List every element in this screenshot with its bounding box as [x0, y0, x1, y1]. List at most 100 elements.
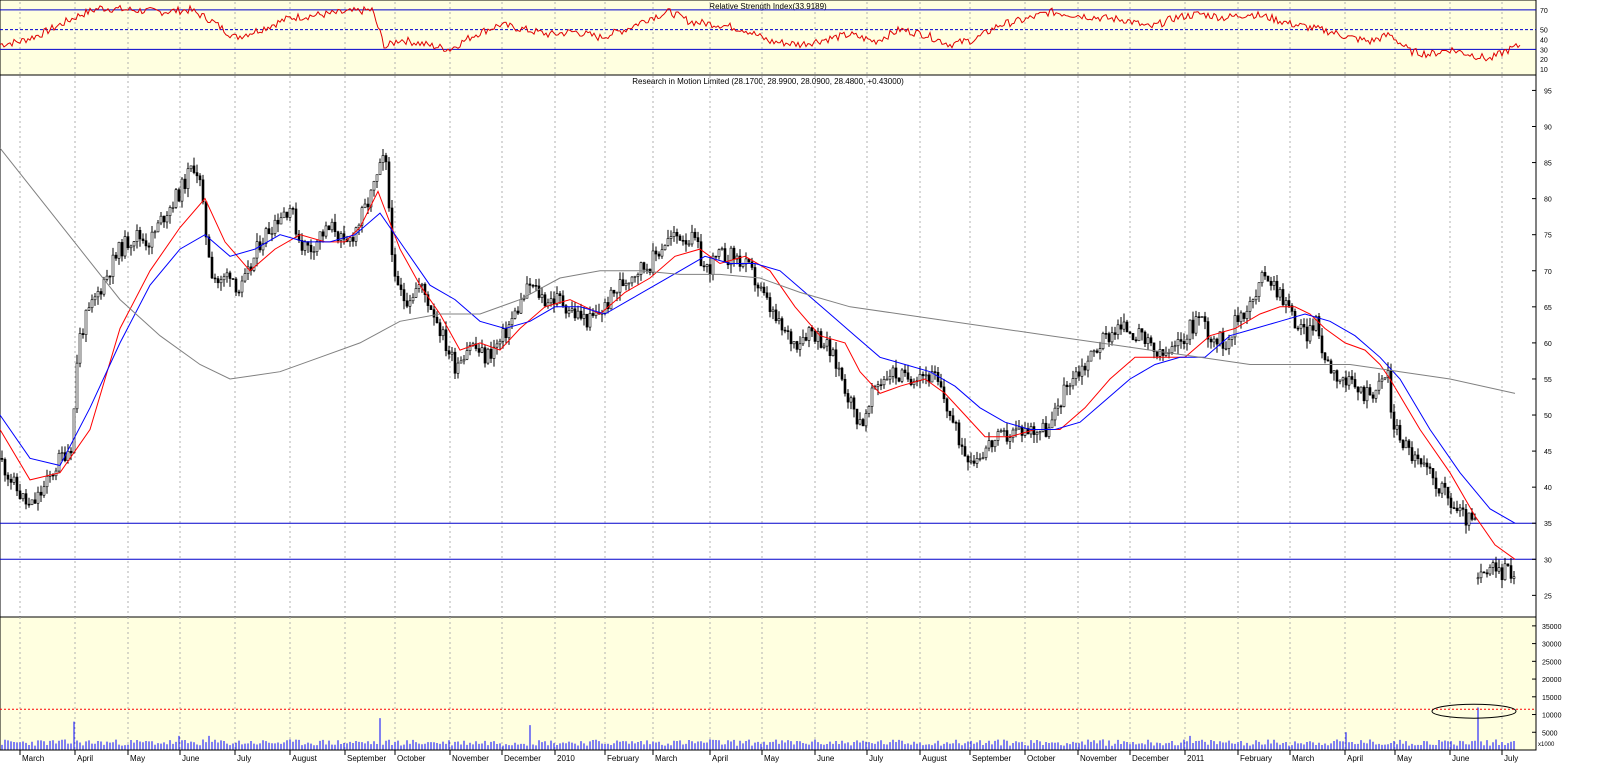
- candle-body: [972, 460, 976, 464]
- candle-body: [1191, 319, 1195, 334]
- candle-body: [948, 410, 952, 417]
- candle-body: [1500, 567, 1504, 581]
- candle-body: [282, 211, 286, 219]
- rsi-tick-label: 70: [1540, 8, 1548, 15]
- candle-body: [450, 351, 454, 355]
- candle-body: [663, 245, 667, 251]
- candle-body: [396, 276, 400, 286]
- x-axis: March April May June July August September Octo…: [19, 750, 1518, 763]
- candle-body: [1428, 466, 1432, 469]
- candle-body: [657, 253, 661, 257]
- candle-body: [939, 381, 943, 388]
- candle-body: [1245, 310, 1249, 319]
- candle-body: [822, 345, 826, 348]
- candle-body: [519, 299, 523, 314]
- candle-body: [1467, 512, 1471, 526]
- candle-body: [933, 371, 937, 373]
- candle-body: [1299, 324, 1303, 329]
- candle-body: [423, 283, 427, 295]
- candle-body: [945, 398, 949, 412]
- candle-body: [1098, 348, 1102, 353]
- candle-body: [339, 233, 343, 241]
- candle-body: [141, 238, 145, 241]
- candle-body: [264, 228, 268, 244]
- moving-average-line-3: [0, 147, 1516, 394]
- candle-body: [639, 262, 643, 275]
- volume-tick-label: 35000: [1542, 624, 1562, 631]
- candle-body: [222, 276, 226, 281]
- candle-body: [189, 165, 193, 170]
- candle-body: [804, 337, 808, 341]
- candle-body: [969, 460, 973, 463]
- candle-body: [75, 362, 79, 410]
- candle-body: [1260, 272, 1264, 284]
- candle-body: [213, 277, 217, 280]
- candle-body: [1065, 384, 1069, 387]
- candle-body: [666, 238, 670, 246]
- candle-body: [33, 499, 37, 504]
- candle-body: [549, 298, 553, 304]
- candle-body: [813, 330, 817, 342]
- candle-body: [648, 268, 652, 273]
- candle-body: [1242, 312, 1246, 319]
- x-tick-label: June: [182, 754, 200, 763]
- rsi-panel: [0, 0, 1537, 76]
- candle-body: [741, 263, 745, 267]
- candle-body: [732, 247, 736, 260]
- candle-body: [72, 408, 76, 454]
- volume-panel: [0, 616, 1537, 751]
- price-tick-label: 65: [1544, 305, 1552, 312]
- candle-body: [351, 237, 355, 242]
- candle-body: [411, 297, 415, 302]
- price-tick-label: 95: [1544, 88, 1552, 95]
- candle-body: [219, 279, 223, 284]
- candle-body: [729, 247, 733, 266]
- candle-body: [642, 262, 646, 270]
- candle-body: [1248, 301, 1252, 312]
- candle-body: [609, 289, 613, 310]
- candle-body: [255, 241, 259, 259]
- x-tick-label: February: [607, 754, 639, 763]
- candle-body: [18, 490, 22, 500]
- candle-body: [276, 219, 280, 225]
- candle-body: [1068, 385, 1072, 388]
- candle-body: [1215, 338, 1219, 345]
- x-tick-label: October: [397, 754, 426, 763]
- x-tick-label: March: [1292, 754, 1314, 763]
- candle-body: [1320, 335, 1324, 354]
- candle-body: [99, 291, 103, 295]
- candle-body: [216, 278, 220, 284]
- price-y-axis: 25 30 35 40 45 50 55 60 65 70 75 80 85 90 95: [1532, 88, 1552, 600]
- candle-body: [501, 328, 505, 342]
- rsi-tick-label: 10: [1540, 67, 1548, 74]
- candle-body: [1404, 440, 1408, 449]
- candle-body: [366, 203, 370, 208]
- candle-body: [120, 242, 124, 257]
- candle-body: [279, 217, 283, 225]
- candle-body: [432, 309, 436, 318]
- candle-body: [1209, 338, 1213, 343]
- candle-body: [459, 360, 463, 364]
- candle-body: [468, 345, 472, 351]
- volume-tick-label: 25000: [1542, 659, 1562, 666]
- candle-body: [492, 346, 496, 359]
- candle-body: [543, 294, 547, 307]
- x-tick-label: April: [77, 754, 93, 763]
- candle-body: [1179, 339, 1183, 342]
- candle-body: [405, 300, 409, 307]
- candle-body: [1338, 379, 1342, 382]
- candle-body: [930, 371, 934, 383]
- candle-body: [27, 503, 31, 506]
- candle-body: [441, 329, 445, 337]
- candle-body: [996, 431, 1000, 441]
- candle-body: [102, 279, 106, 295]
- candle-body: [1473, 518, 1477, 521]
- candle-body: [1131, 333, 1135, 341]
- candle-body: [21, 493, 25, 500]
- candle-body: [114, 254, 118, 259]
- candle-body: [579, 310, 583, 319]
- candle-body: [165, 215, 169, 223]
- candle-body: [153, 231, 157, 234]
- moving-averages: [0, 147, 1516, 560]
- candle-body: [567, 310, 571, 314]
